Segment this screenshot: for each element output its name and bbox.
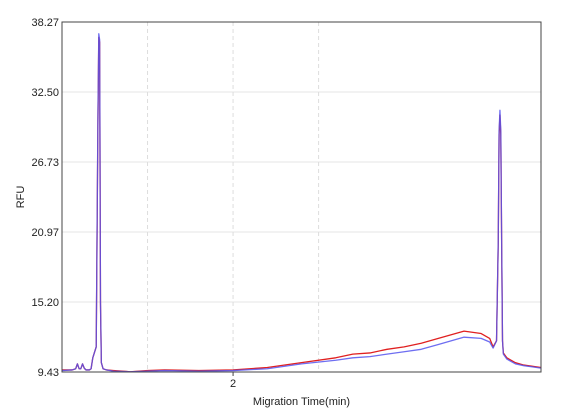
plot-area-frame [61, 21, 542, 373]
series-line-1 [62, 36, 542, 373]
series-lines [61, 33, 542, 373]
y-axis-label: RFU [15, 186, 27, 209]
y-tick-label: 15.20 [31, 297, 59, 309]
y-tick-label: 38.27 [31, 17, 59, 29]
x-tick-label: 2 [230, 378, 236, 390]
y-axis-ticks: 9.43 15.20 20.97 26.73 32.50 38.27 [31, 17, 59, 379]
x-axis-ticks: 2 [230, 372, 236, 390]
y-tick-label: 32.50 [31, 87, 59, 99]
y-tick-label: 9.43 [38, 367, 59, 379]
series-line-2 [61, 33, 542, 373]
y-tick-label: 20.97 [31, 227, 59, 239]
x-axis-label: Migration Time(min) [253, 396, 350, 408]
grid-lines [62, 22, 541, 372]
y-tick-label: 26.73 [31, 157, 59, 169]
